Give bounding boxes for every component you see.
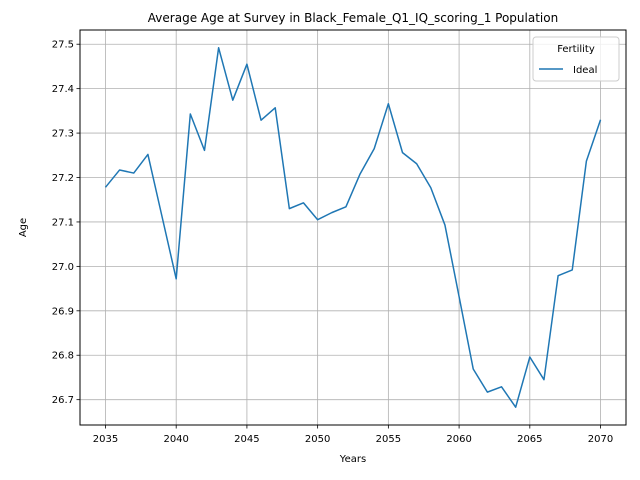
series-line-ideal (104, 47, 602, 408)
x-tick-label: 2070 (588, 434, 613, 445)
y-tick-label: 27.3 (52, 129, 74, 140)
x-tick-label: 2050 (305, 434, 330, 445)
chart-title: Average Age at Survey in Black_Female_Q1… (148, 11, 558, 25)
y-tick-label: 27.1 (52, 217, 74, 228)
y-axis-label: Age (18, 218, 29, 237)
y-tick-label: 26.7 (52, 395, 74, 406)
x-axis: 2035 2040 2045 2050 2055 2060 2065 2070 (93, 425, 613, 445)
x-tick-label: 2065 (517, 434, 542, 445)
x-tick-label: 2035 (93, 434, 118, 445)
legend: Fertility Ideal (532, 36, 620, 82)
y-tick-label: 26.9 (52, 306, 74, 317)
y-tick-label: 26.8 (52, 351, 74, 362)
legend-label-ideal: Ideal (573, 65, 597, 76)
y-axis: 26.7 26.8 26.9 27.0 27.1 27.2 27.3 27.4 27.5 (52, 40, 80, 406)
x-tick-label: 2060 (446, 434, 471, 445)
x-tick-label: 2055 (376, 434, 401, 445)
y-tick-label: 27.4 (52, 84, 74, 95)
y-tick-label: 27.5 (52, 40, 74, 51)
legend-box (532, 36, 620, 82)
grid-lines (80, 30, 626, 425)
plot-series (104, 47, 602, 408)
x-tick-label: 2040 (163, 434, 188, 445)
y-tick-label: 27.2 (52, 173, 74, 184)
y-tick-label: 27.0 (52, 262, 74, 273)
x-tick-label: 2045 (234, 434, 259, 445)
plot-frame (79, 29, 627, 426)
x-axis-label: Years (339, 454, 366, 465)
legend-title: Fertility (557, 44, 595, 55)
